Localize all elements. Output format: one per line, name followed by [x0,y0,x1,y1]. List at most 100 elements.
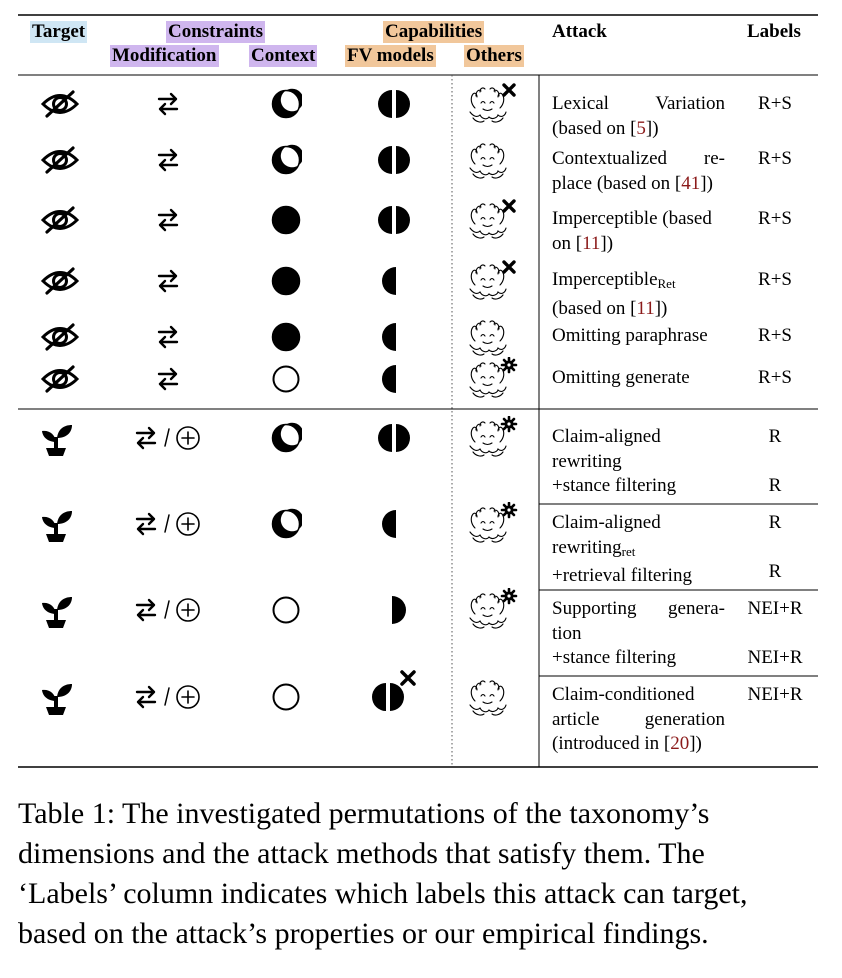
hands-icon [467,675,519,724]
header-labels: Labels [747,21,801,42]
hands-cross-icon [467,198,519,247]
eye-slash-icon [40,266,80,301]
label-value: R [768,561,782,582]
attack-line: place (based on [41]) [552,172,713,194]
table-caption: Table 1: The investigated permutations o… [18,794,824,954]
sprout-icon [40,423,74,462]
attack-line: Claim-conditioned [552,684,695,705]
labels-cell: NEI+R NEI+R [735,597,815,671]
caption-line: ‘Labels’ column indicates which labels t… [18,877,748,910]
moon-circle-icon [270,508,304,545]
eye-slash-icon [40,322,80,357]
labels-cell: NEI+R [747,684,803,705]
attack-name: Contextualized re-place (based on [41]) [552,147,725,196]
table-rules [18,14,818,768]
label-value: R [768,512,782,533]
swap-arrows-icon [156,269,180,298]
labels-cell: R+S [758,148,792,169]
attack-line: ImperceptibleRet [552,269,676,291]
empty-circle-icon [270,363,302,400]
attack-name: Omitting paraphrase [552,324,725,349]
labels-cell: R+S [758,208,792,229]
swap-plus-icon [134,510,202,543]
label-value: NEI+R [747,598,803,619]
empty-circle-icon [270,681,302,718]
attack-line: rewriting [552,450,622,472]
attack-line: Supporting genera- [552,598,725,619]
attack-name: Supporting genera-tion +stance filtering [552,597,725,671]
label-value [735,450,815,475]
caption-line: Table 1: The investigated permutations o… [18,797,710,830]
hands-cross-icon [467,259,519,308]
labels-cell: R+S [758,269,792,290]
attack-name: Omitting generate [552,366,725,391]
swap-arrows-icon [156,208,180,237]
header-attack: Attack [552,21,607,42]
swap-arrows-icon [156,148,180,177]
label-value: R [768,475,782,496]
header-modification: Modification [110,45,219,67]
labels-cell: R+S [758,93,792,114]
swap-arrows-icon [156,92,180,121]
attack-line: Imperceptible (based [552,208,712,229]
attack-line: +stance filtering [552,475,677,496]
labels-cell: R+S [758,325,792,346]
sprout-icon [40,595,74,634]
taxonomy-table: Target Constraints Modification Context … [18,14,818,768]
hands-icon [467,315,519,364]
caption-line: based on the attack’s properties or our … [18,917,709,950]
attack-line: on [11]) [552,232,614,254]
attack-line: Lexical Variation [552,93,725,114]
attack-line: (based on [5]) [552,117,659,139]
label-value [735,536,815,561]
labels-cell: R+S [758,367,792,388]
sprout-icon [40,509,74,548]
left-half-icon [376,508,412,545]
attack-line: article generation [552,708,725,730]
caption-line: dimensions and the attack methods that s… [18,837,705,870]
hands-icon [467,138,519,187]
header-target: Target [30,21,88,43]
attack-name: Imperceptible (based on [11]) [552,207,725,256]
swap-arrows-icon [156,367,180,396]
moon-circle-icon [270,422,304,459]
label-value [735,622,815,647]
header-constraints: Constraints [166,21,266,43]
attack-name: ImperceptibleRet (based on [11]) [552,268,725,321]
split-circle-cross-icon [370,669,418,718]
right-half-icon [376,594,412,631]
swap-plus-icon [134,596,202,629]
filled-circle-icon [270,204,302,241]
moon-circle-icon [270,144,304,181]
attack-line: Claim-aligned [552,512,661,533]
hands-gear-icon [467,501,519,551]
sprout-icon [40,682,74,721]
attack-name: Claim-aligned rewriting +stance filtering [552,425,725,499]
attack-line: +retrieval filtering [552,565,692,586]
swap-arrows-icon [156,325,180,354]
swap-plus-icon [134,683,202,716]
left-half-icon [376,363,412,400]
attack-line: (based on [11]) [552,297,668,319]
split-circle-icon [376,204,412,241]
header-fv-models: FV models [345,45,436,67]
hands-gear-icon [467,415,519,465]
attack-line: Omitting generate [552,367,690,388]
label-value: NEI+R [747,647,803,668]
filled-circle-icon [270,321,302,358]
attack-line: +stance filtering [552,647,677,668]
attack-line: Omitting paraphrase [552,325,708,346]
header-context: Context [249,45,318,67]
attack-line: (introduced in [20]) [552,733,702,754]
filled-circle-icon [270,265,302,302]
attack-line: rewritingret [552,536,636,559]
attack-line: tion [552,622,582,644]
attack-name: Claim-aligned rewritingret +retrieval filt… [552,511,725,589]
attack-name: Claim-conditioned article generation (intr… [552,683,725,757]
hands-gear-icon [467,587,519,637]
hands-gear-icon [467,356,519,406]
empty-circle-icon [270,594,302,631]
swap-plus-icon [134,424,202,457]
